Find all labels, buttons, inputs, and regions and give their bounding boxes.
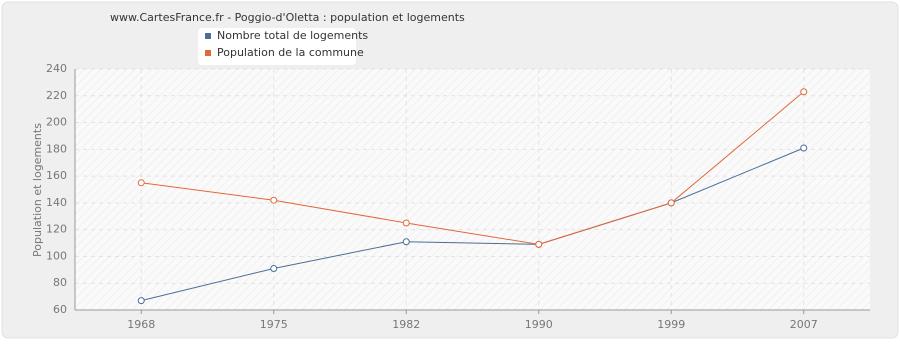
y-tick-label: 80	[53, 276, 67, 289]
x-tick-label: 1990	[525, 318, 553, 331]
legend	[198, 28, 356, 65]
legend-swatch	[205, 33, 211, 39]
data-point	[800, 144, 808, 152]
x-tick-label: 1975	[260, 318, 288, 331]
y-tick-label: 120	[46, 223, 67, 236]
y-tick-label: 100	[46, 249, 67, 262]
legend-label: Nombre total de logements	[217, 29, 368, 42]
data-point	[402, 238, 410, 246]
data-point	[137, 179, 145, 187]
y-axis-label: Population et logements	[31, 123, 44, 257]
legend-swatch	[205, 50, 211, 56]
legend-label: Population de la commune	[217, 46, 364, 59]
y-tick-label: 200	[46, 116, 67, 129]
data-point	[270, 196, 278, 204]
data-point	[270, 264, 278, 272]
x-tick-label: 1982	[392, 318, 420, 331]
y-tick-label: 240	[46, 62, 67, 75]
data-point	[402, 219, 410, 227]
series-line	[141, 147, 804, 302]
y-tick-label: 60	[53, 303, 67, 316]
x-tick-label: 1999	[657, 318, 685, 331]
x-tick-label: 1968	[127, 318, 155, 331]
y-tick-label: 220	[46, 89, 67, 102]
plot-area	[75, 69, 870, 310]
data-point	[535, 240, 543, 248]
y-tick-label: 160	[46, 169, 67, 182]
data-point	[800, 88, 808, 96]
data-point	[667, 199, 675, 207]
data-point	[137, 297, 145, 305]
y-tick-label: 180	[46, 142, 67, 155]
chart-title: www.CartesFrance.fr - Poggio-d'Oletta : …	[110, 11, 465, 24]
series-line	[141, 91, 805, 245]
x-tick-label: 2007	[790, 318, 818, 331]
y-tick-label: 140	[46, 196, 67, 209]
